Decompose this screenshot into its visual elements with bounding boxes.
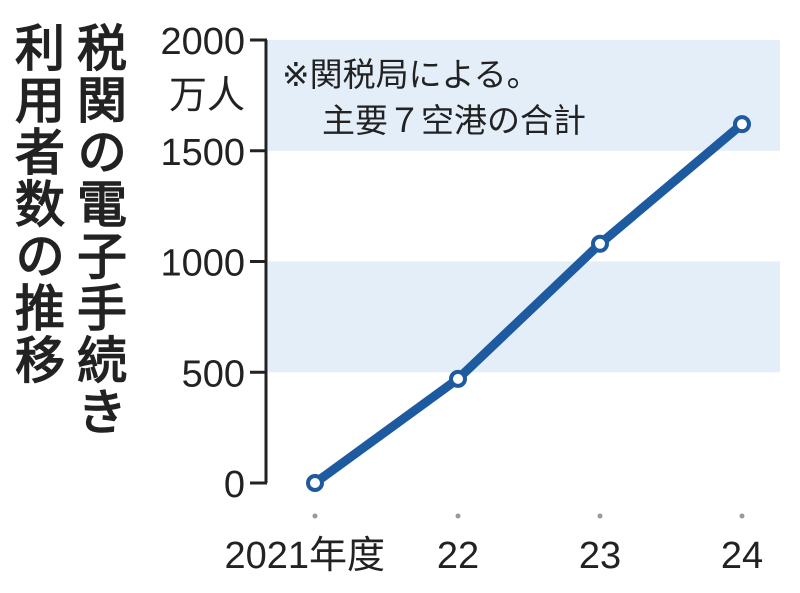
band-1 [268, 40, 780, 151]
y-tick-label: 1500 [160, 132, 245, 174]
data-point-3 [733, 115, 751, 134]
chart-title-line-2: 利用者数の推移 [7, 22, 65, 386]
data-point-2 [591, 234, 609, 253]
chart-title-line-1: 税関の電子手続き [69, 22, 127, 438]
x-tick-dot [739, 513, 745, 519]
data-point-1 [449, 369, 467, 388]
y-tick-label: 1000 [160, 243, 245, 285]
y-tick-label: 500 [182, 353, 245, 395]
x-tick-label: 23 [579, 535, 621, 577]
x-tick-dot [455, 513, 461, 519]
note-line-1: ※関税局による。 [282, 55, 540, 94]
unit-label: 万人 [169, 75, 245, 117]
x-tick-dot [312, 513, 318, 519]
x-tick-label: 2021年度 [224, 535, 385, 577]
series-line [312, 120, 745, 487]
note-line-2: 主要７空港の合計 [322, 101, 586, 140]
x-tick-dot [597, 513, 603, 519]
y-tick-label: 0 [224, 464, 245, 506]
x-tick-label: 24 [721, 535, 763, 577]
y-tick-label: 2000 [160, 21, 245, 63]
data-point-0 [306, 474, 324, 492]
x-tick-label: 22 [437, 535, 479, 577]
